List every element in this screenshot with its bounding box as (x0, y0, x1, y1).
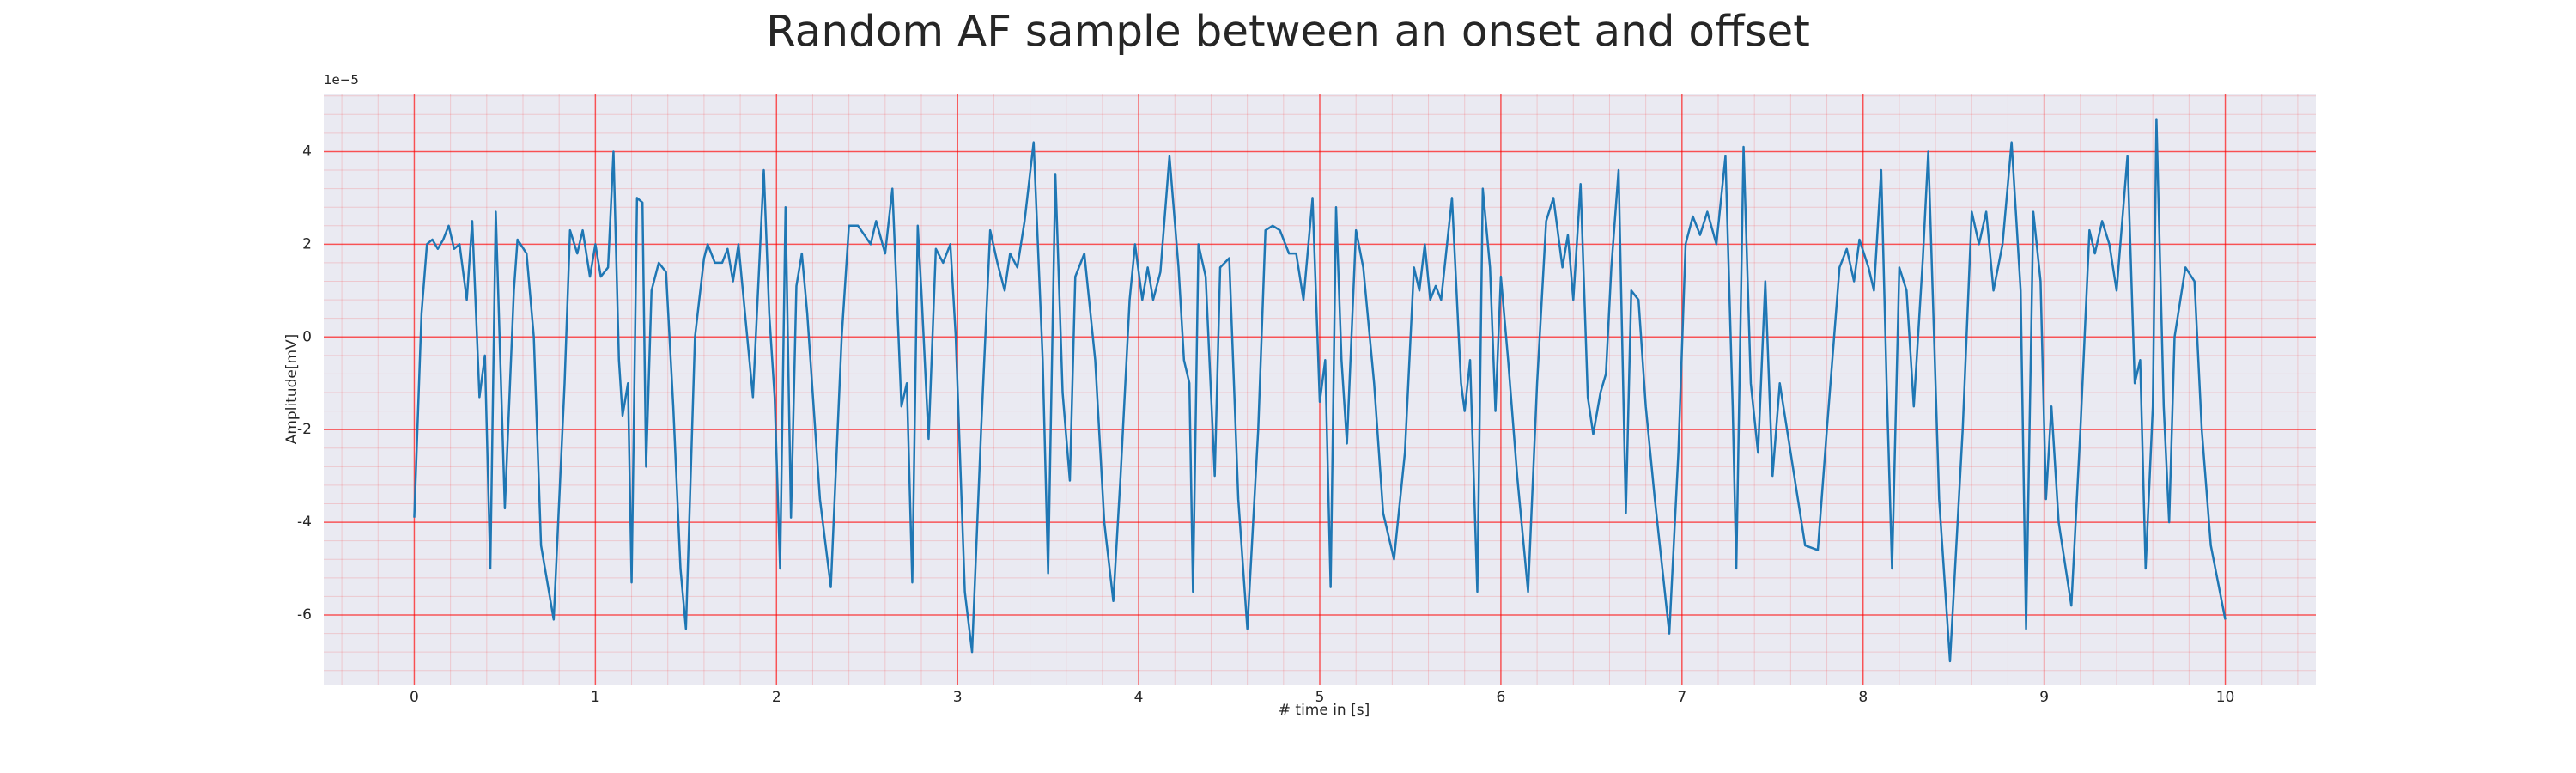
chart-title: Random AF sample between an onset and of… (766, 7, 1810, 57)
x-tick-label: 0 (410, 689, 419, 706)
data-line (413, 118, 2227, 663)
x-tick-label: 6 (1496, 689, 1505, 706)
y-axis-label: Amplitude[mV] (283, 334, 301, 445)
y-tick-label: 2 (302, 235, 312, 253)
x-tick-label: 7 (1677, 689, 1686, 706)
y-tick-label: 4 (302, 143, 312, 160)
x-tick-label: 1 (591, 689, 600, 706)
x-tick-label: 8 (1858, 689, 1868, 706)
x-tick-label: 3 (953, 689, 963, 706)
x-tick-label: 9 (2039, 689, 2049, 706)
x-tick-label: 5 (1315, 689, 1325, 706)
y-tick-label: -2 (297, 421, 312, 438)
x-tick-label: 4 (1134, 689, 1144, 706)
y-tick-label: 0 (302, 328, 312, 345)
y-offset-label: 1e−5 (324, 72, 359, 88)
y-tick-label: -4 (297, 514, 312, 531)
x-axis-label: # time in [s] (1279, 702, 1370, 719)
x-tick-label: 2 (772, 689, 781, 706)
y-tick-label: -6 (297, 606, 312, 624)
x-tick-label: 10 (2216, 689, 2235, 706)
